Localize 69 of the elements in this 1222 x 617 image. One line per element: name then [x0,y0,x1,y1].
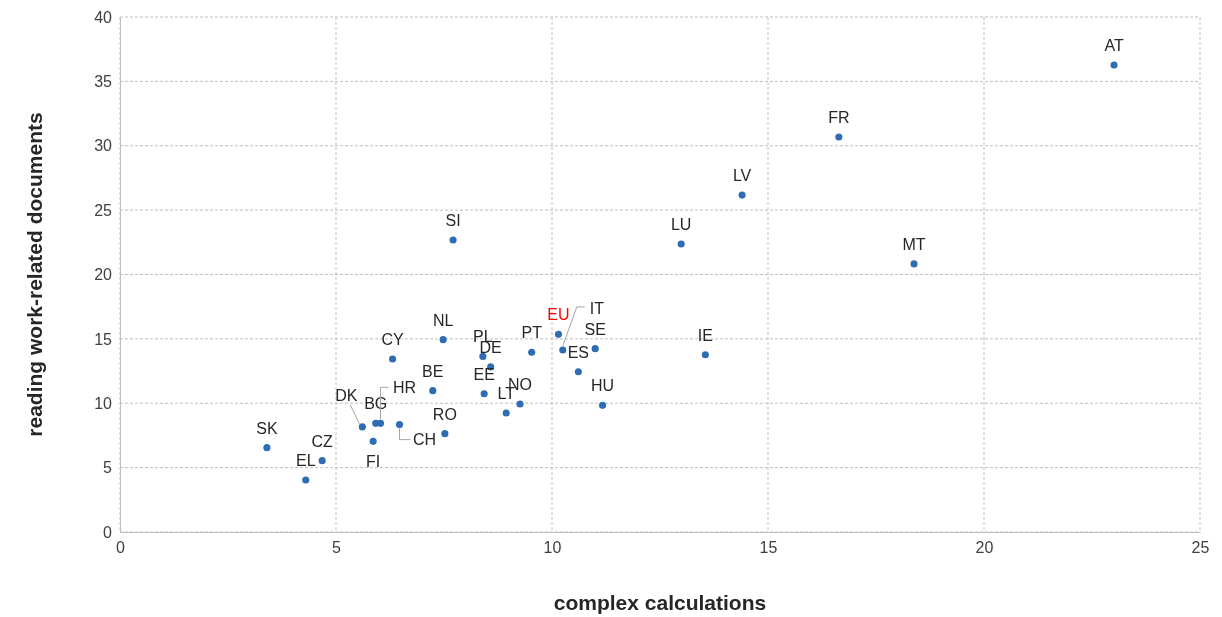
x-tick-label: 20 [975,539,994,557]
y-tick-label: 15 [94,330,113,348]
annotation: IE [697,326,713,344]
annotation: FI [366,453,381,471]
point [358,423,366,431]
point [429,387,437,395]
point [591,345,599,353]
point [263,444,271,452]
x-tick-label: 5 [332,539,342,557]
y-tick-label: 25 [94,201,113,219]
x-tick-label: 25 [1191,539,1210,557]
point [516,400,524,408]
y-tick-label: 10 [94,394,113,412]
x-tick-label: 15 [759,539,778,557]
point [480,390,488,398]
annotation: CH [412,430,437,448]
annotation: HU [590,377,615,395]
annotation: PT [521,324,543,342]
y-tick-label: 30 [94,137,113,155]
point [701,351,709,359]
point [528,348,536,356]
y-axis-title: reading work-related documents [23,112,46,437]
y-tick-label: 40 [94,8,113,26]
point [302,476,310,484]
point [441,430,449,438]
x-tick-label: 10 [543,539,562,557]
point [369,437,377,445]
point [598,401,607,409]
y-tick-label: 35 [94,73,113,90]
point [677,240,685,248]
annotation: BG [364,395,388,413]
point [574,368,582,376]
point [439,336,447,344]
annotation: HR [392,379,417,397]
annotation: FR [828,109,850,126]
point [449,236,457,244]
x-tick-label: 0 [116,539,126,557]
annotation: LV [732,167,752,185]
point [559,346,567,354]
point [318,457,326,465]
point [835,133,843,141]
annotation: AT [1104,37,1124,55]
point [389,355,397,363]
annotation: EU [547,306,570,324]
y-tick-label: 0 [103,523,113,541]
annotation: IT [589,299,605,317]
annotation: SK [256,419,278,437]
point [554,330,563,338]
annotation: EE [473,365,495,383]
annotation: EL [295,451,316,469]
annotation: BE [422,362,444,380]
annotation: CZ [311,432,334,450]
annotation: CY [381,330,405,348]
annotation: RO [432,405,457,423]
annotation: NL [432,311,454,329]
annotation: ES [567,343,590,361]
annotation: MT [902,235,926,253]
annotation: SE [584,320,606,338]
point [1110,61,1118,69]
x-axis-title: complex calculations [553,591,767,614]
y-tick-label: 5 [103,459,113,477]
annotation: DK [335,386,358,404]
point [738,191,746,199]
point [502,409,510,417]
annotation: SI [445,211,461,229]
y-tick-label: 20 [94,266,113,284]
point [395,421,404,429]
point [910,260,918,268]
annotation: LU [670,215,692,233]
